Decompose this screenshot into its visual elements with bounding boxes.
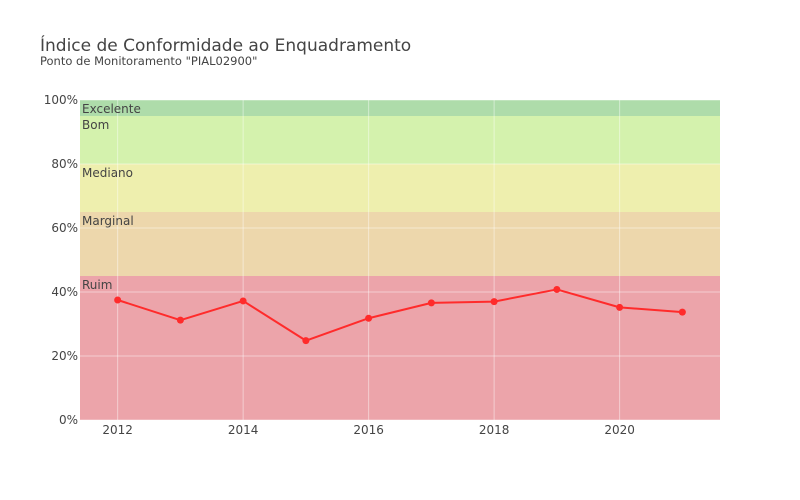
band-excelente [80, 100, 720, 116]
x-tick-label: 2016 [353, 423, 384, 437]
data-point [678, 308, 686, 316]
band-label-excelente: Excelente [82, 102, 141, 116]
y-tick-label: 40% [51, 285, 78, 299]
data-point [427, 299, 435, 307]
y-tick-label: 0% [59, 413, 78, 427]
series-layer [114, 285, 686, 345]
band-ruim [80, 276, 720, 420]
data-point [176, 316, 184, 324]
band-label-bom: Bom [82, 118, 109, 132]
band-labels: Ruim Marginal Mediano Bom Excelente [82, 102, 141, 292]
band-marginal [80, 212, 720, 276]
x-tick-label: 2012 [102, 423, 133, 437]
data-point [616, 303, 624, 311]
data-point [365, 314, 373, 322]
data-point [114, 296, 122, 304]
y-axis: 0% 20% 40% 60% 80% 100% [44, 93, 78, 427]
series-line [117, 288, 683, 342]
chart-subtitle: Ponto de Monitoramento "PIAL02900" [40, 54, 257, 68]
y-tick-label: 80% [51, 157, 78, 171]
band-label-mediano: Mediano [82, 166, 133, 180]
band-label-ruim: Ruim [82, 278, 112, 292]
y-tick-label: 100% [44, 93, 78, 107]
grid-lines [80, 99, 720, 421]
band-mediano [80, 164, 720, 212]
band-bom [80, 116, 720, 164]
x-tick-label: 2018 [479, 423, 510, 437]
x-tick-label: 2014 [228, 423, 259, 437]
data-point [239, 297, 247, 305]
band-label-marginal: Marginal [82, 214, 134, 228]
data-point [490, 298, 498, 306]
data-point [553, 285, 561, 293]
chart-title: Índice de Conformidade ao Enquadramento [40, 34, 411, 56]
x-tick-label: 2020 [604, 423, 635, 437]
y-tick-label: 60% [51, 221, 78, 235]
data-point [302, 337, 310, 345]
quality-bands [80, 100, 720, 420]
y-tick-label: 20% [51, 349, 78, 363]
x-axis: 2012 2014 2016 2018 2020 [102, 423, 635, 437]
